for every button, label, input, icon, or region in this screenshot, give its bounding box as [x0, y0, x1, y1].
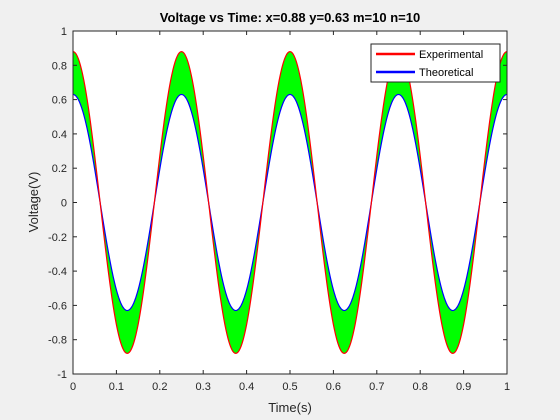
- y-tick-label: -0.4: [48, 266, 67, 278]
- y-tick-label: 0.6: [52, 95, 67, 107]
- x-tick-label: 0.7: [369, 381, 384, 393]
- chart-title: Voltage vs Time: x=0.88 y=0.63 m=10 n=10: [160, 10, 420, 25]
- y-tick-label: -0.2: [48, 232, 67, 244]
- x-axis-label: Time(s): [268, 400, 312, 415]
- legend-label-theoretical: Theoretical: [419, 67, 473, 79]
- x-tick-label: 0.8: [413, 381, 428, 393]
- legend-box: [370, 43, 501, 83]
- x-tick-label: 0.3: [196, 381, 211, 393]
- legend: Experimental Theoretical: [370, 43, 501, 83]
- x-tick-label: 0.6: [326, 381, 341, 393]
- y-tick-label: 1: [61, 26, 67, 38]
- y-tick-label: 0: [61, 198, 67, 210]
- y-tick-label: -0.8: [48, 335, 67, 347]
- y-tick-label: -1: [57, 369, 67, 381]
- y-tick-label: 0.8: [52, 60, 67, 72]
- x-tick-label: 0.9: [456, 381, 471, 393]
- y-tick-label: 0.4: [52, 129, 67, 141]
- y-axis-ticks: 1 0.8 0.6 0.4 0.2 0 -0.2 -0.4 -0.6 -0.8 -1: [48, 26, 507, 381]
- legend-label-experimental: Experimental: [419, 49, 483, 61]
- x-tick-label: 0.2: [152, 381, 167, 393]
- x-tick-label: 1: [504, 381, 510, 393]
- series-line-theoretical: [72, 93, 508, 312]
- x-axis-ticks: 0 0.1 0.2 0.3 0.4 0.5 0.6 0.7 0.8 0.9 1: [70, 31, 510, 393]
- y-tick-label: -0.6: [48, 300, 67, 312]
- y-tick-label: 0.2: [52, 163, 67, 175]
- x-tick-label: 0.5: [282, 381, 297, 393]
- x-tick-label: 0.1: [109, 381, 124, 393]
- x-tick-label: 0.4: [239, 381, 254, 393]
- x-tick-label: 0: [70, 381, 76, 393]
- series-line-experimental: [72, 50, 508, 355]
- series-layer: [72, 50, 508, 355]
- y-axis-label: Voltage(V): [26, 172, 41, 233]
